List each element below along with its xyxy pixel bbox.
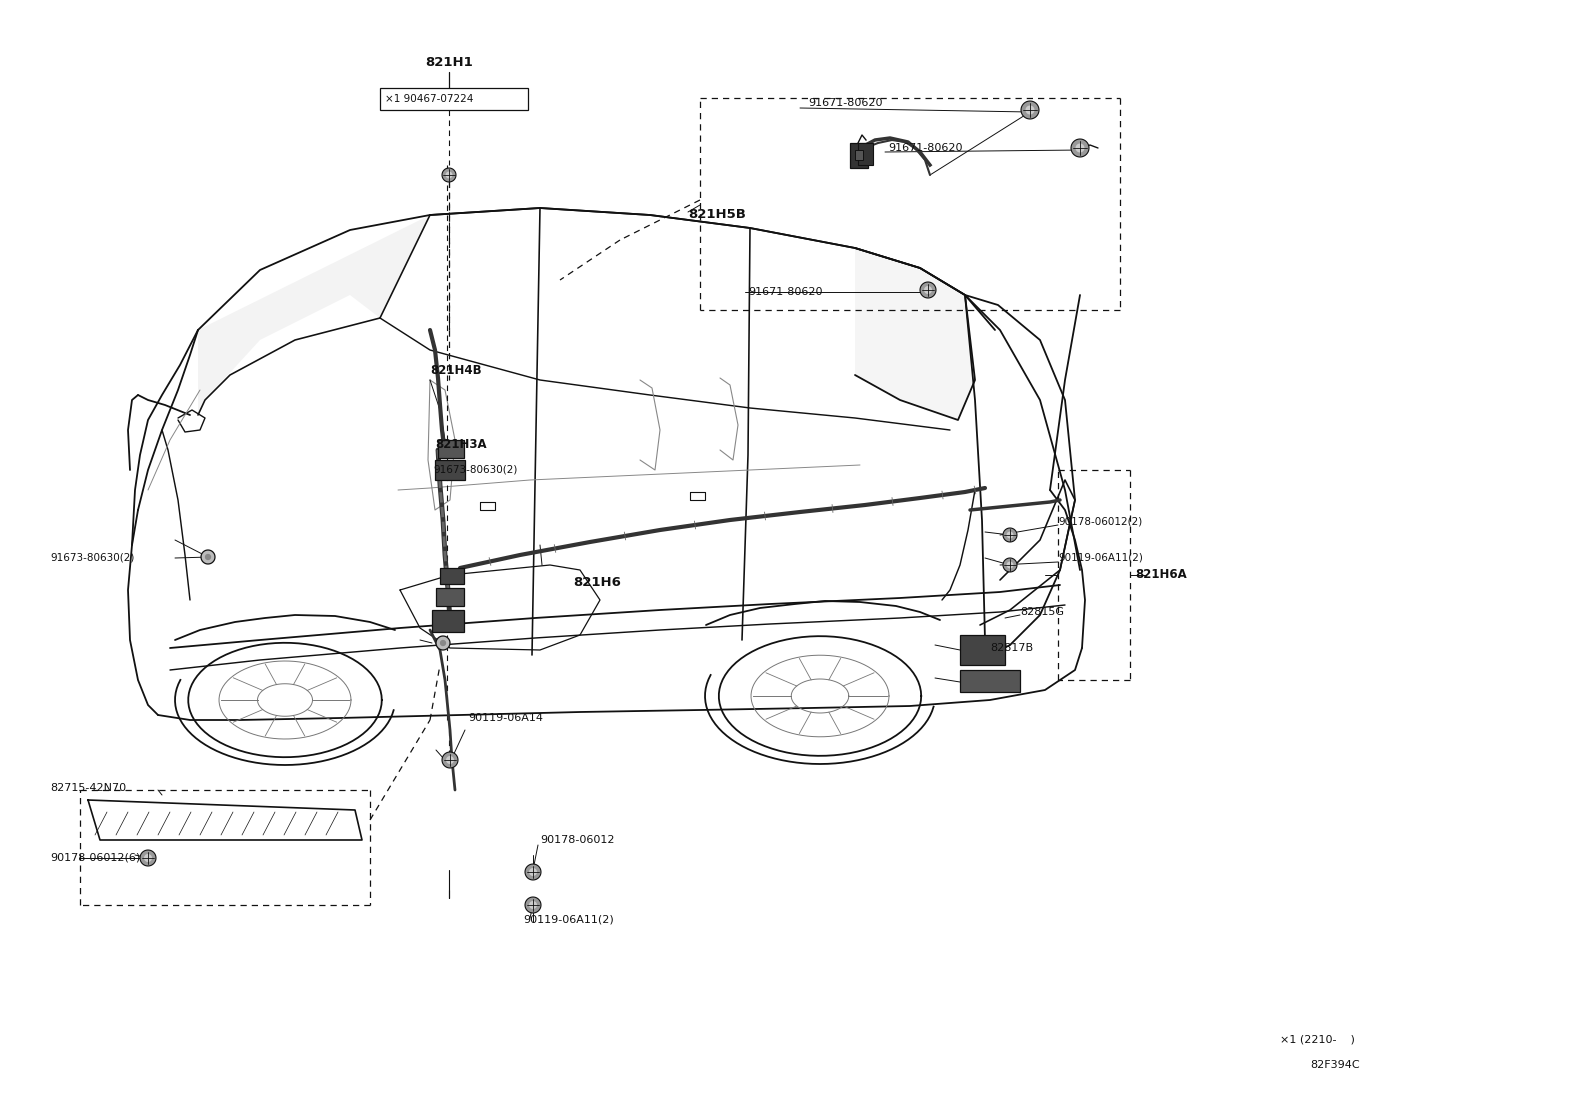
Text: 90178-06012(6): 90178-06012(6)	[49, 853, 140, 863]
Polygon shape	[201, 550, 215, 564]
Polygon shape	[1006, 562, 1014, 568]
Bar	[380, 88, 529, 110]
Bar	[960, 635, 1005, 665]
Bar	[436, 588, 463, 606]
Text: 821H6: 821H6	[573, 577, 621, 589]
Polygon shape	[446, 171, 452, 178]
Text: 821H4B: 821H4B	[430, 364, 482, 377]
Polygon shape	[197, 215, 430, 415]
Polygon shape	[855, 248, 974, 420]
Text: 82F394C: 82F394C	[1310, 1061, 1360, 1070]
Bar	[858, 143, 872, 165]
Polygon shape	[443, 168, 455, 182]
Text: 90119-06A14: 90119-06A14	[468, 713, 543, 723]
Polygon shape	[446, 756, 454, 764]
Text: 821H6A: 821H6A	[1135, 568, 1186, 581]
Polygon shape	[1071, 138, 1089, 157]
Text: ×1 90467-07224: ×1 90467-07224	[385, 95, 473, 104]
Text: 90178-06012: 90178-06012	[540, 835, 615, 845]
Polygon shape	[920, 282, 936, 298]
Bar	[435, 460, 465, 480]
Polygon shape	[443, 752, 458, 768]
Text: 82715-42N70: 82715-42N70	[49, 782, 126, 793]
Polygon shape	[1006, 532, 1014, 539]
Polygon shape	[529, 868, 537, 876]
Polygon shape	[1076, 144, 1084, 153]
Polygon shape	[439, 640, 446, 646]
Text: ×1 (2210-    ): ×1 (2210- )	[1280, 1035, 1355, 1045]
Bar	[431, 610, 463, 632]
Bar	[850, 143, 868, 168]
Text: 91671-80620: 91671-80620	[809, 98, 882, 108]
Text: 91671-80620: 91671-80620	[748, 287, 823, 297]
Text: 91673-80630(2): 91673-80630(2)	[49, 553, 134, 563]
Polygon shape	[525, 897, 541, 913]
Text: 821H3A: 821H3A	[435, 439, 487, 452]
Text: 821H1: 821H1	[425, 56, 473, 68]
Polygon shape	[525, 864, 541, 880]
Polygon shape	[1020, 101, 1040, 119]
Polygon shape	[436, 636, 451, 650]
Text: 90178-06012(2): 90178-06012(2)	[1059, 517, 1141, 528]
Bar	[855, 149, 863, 160]
Bar	[960, 670, 1020, 692]
Text: 821H5B: 821H5B	[688, 208, 747, 221]
Bar	[439, 568, 463, 584]
Text: 90119-06A11(2): 90119-06A11(2)	[1059, 553, 1143, 563]
Text: 82817B: 82817B	[990, 643, 1033, 653]
Polygon shape	[143, 854, 151, 862]
Text: 91671-80620: 91671-80620	[888, 143, 963, 153]
Polygon shape	[1025, 106, 1035, 114]
Polygon shape	[923, 286, 931, 295]
Text: 82815G: 82815G	[1020, 607, 1063, 617]
Text: 90119-06A11(2): 90119-06A11(2)	[524, 915, 615, 925]
Polygon shape	[1003, 528, 1017, 542]
Polygon shape	[1003, 558, 1017, 571]
Bar	[438, 440, 463, 458]
Polygon shape	[205, 554, 212, 560]
Text: 91673-80630(2): 91673-80630(2)	[433, 465, 517, 475]
Polygon shape	[140, 850, 156, 866]
Polygon shape	[529, 901, 537, 909]
